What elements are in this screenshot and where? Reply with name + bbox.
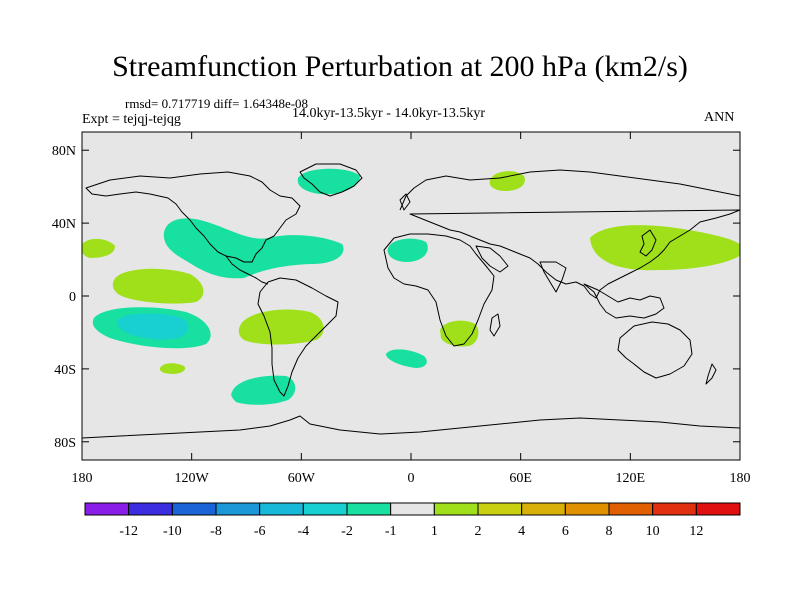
colorbar-label-2: -8 [210,524,222,539]
colorbar-box-0 [84,502,130,516]
coast-greenland [299,163,363,197]
colorbar-box-2 [171,502,217,516]
longitude-axis: 180 120W 60W 0 60E 120E 180 [72,132,751,486]
anomaly-south-pacific-small [159,363,186,374]
colorbar-label-10: 6 [562,524,569,539]
colorbar-label-3: -6 [254,524,266,539]
anomaly-arctic-russia [489,171,525,191]
lat-label-0: 80N [52,144,76,159]
colorbar-box-5 [302,502,348,516]
colorbar-label-11: 8 [606,524,613,539]
coast-africa [383,233,495,347]
coast-madagascar [489,313,501,337]
anomaly-southern-ocean-atlantic [386,349,427,368]
contour-fills [82,168,740,405]
lon-label-1: 120W [175,471,210,486]
colorbar-box-13 [652,502,697,516]
coastlines [82,163,740,439]
season-label: ANN [704,110,735,125]
coast-india [539,261,567,293]
plot-title: Streamfunction Perturbation at 200 hPa (… [112,50,688,83]
colorbar-box-4 [259,502,304,516]
colorbar-box-1 [128,502,173,516]
colorbar-label-8: 2 [475,524,482,539]
period-label: 14.0kyr-13.5kyr - 14.0kyr-13.5kyr [292,106,486,121]
lat-label-2: 0 [69,290,76,305]
coast-north-america [85,171,301,263]
stats-label: rmsd= 0.717719 diff= 1.64348e-08 [125,96,309,111]
coast-japan [639,229,657,257]
coast-arabia [475,245,509,273]
colorbar: -12 -10 -8 -6 -4 -2 -1 1 2 4 6 8 10 12 [84,502,741,539]
anomaly-north-pacific-east [590,225,740,271]
colorbar-label-5: -2 [341,524,353,539]
anomaly-north-pacific-west [82,239,115,258]
coast-central-america [225,255,269,285]
lat-label-1: 40N [52,217,76,232]
colorbar-label-13: 12 [689,524,703,539]
experiment-label: Expt = tejqj-tejqg [82,112,181,127]
lon-label-0: 180 [72,471,93,486]
lat-label-3: 40S [54,363,76,378]
coast-southeast-asia [583,283,665,319]
coast-new-zealand [705,363,717,385]
coast-antarctica [82,415,740,439]
colorbar-box-14 [695,502,741,516]
anomaly-south-patagonia [231,375,296,405]
colorbar-label-1: -10 [163,524,182,539]
lon-label-2: 60W [288,471,316,486]
latitude-axis: 80N 40N 0 40S 80S [52,144,740,451]
colorbar-label-0: -12 [119,524,138,539]
colorbar-label-9: 4 [518,524,525,539]
lon-label-5: 120E [616,471,646,486]
anomaly-north-america [163,218,344,279]
anomaly-south-pacific-core [117,313,189,340]
colorbar-box-10 [521,502,566,516]
coast-europe-asia [399,169,740,299]
anomaly-north-atlantic [387,238,428,262]
lon-label-6: 180 [730,471,751,486]
colorbar-box-8 [433,502,479,516]
colorbar-label-6: -1 [385,524,397,539]
lon-label-4: 60E [509,471,532,486]
anomaly-central-pacific [112,268,204,304]
coast-australia [617,321,693,379]
colorbar-box-3 [215,502,261,516]
colorbar-box-11 [564,502,610,516]
lon-label-3: 0 [408,471,415,486]
colorbar-box-9 [477,502,523,516]
coast-south-america [257,277,339,397]
colorbar-box-12 [608,502,654,516]
coast-british-isles [399,193,411,211]
colorbar-box-6 [346,502,392,516]
colorbar-label-12: 10 [646,524,660,539]
colorbar-box-7 [390,502,435,516]
lat-label-4: 80S [54,436,76,451]
anomaly-greenland [297,168,360,195]
colorbar-label-4: -4 [297,524,309,539]
anomaly-south-america [238,309,324,345]
colorbar-label-7: 1 [431,524,438,539]
